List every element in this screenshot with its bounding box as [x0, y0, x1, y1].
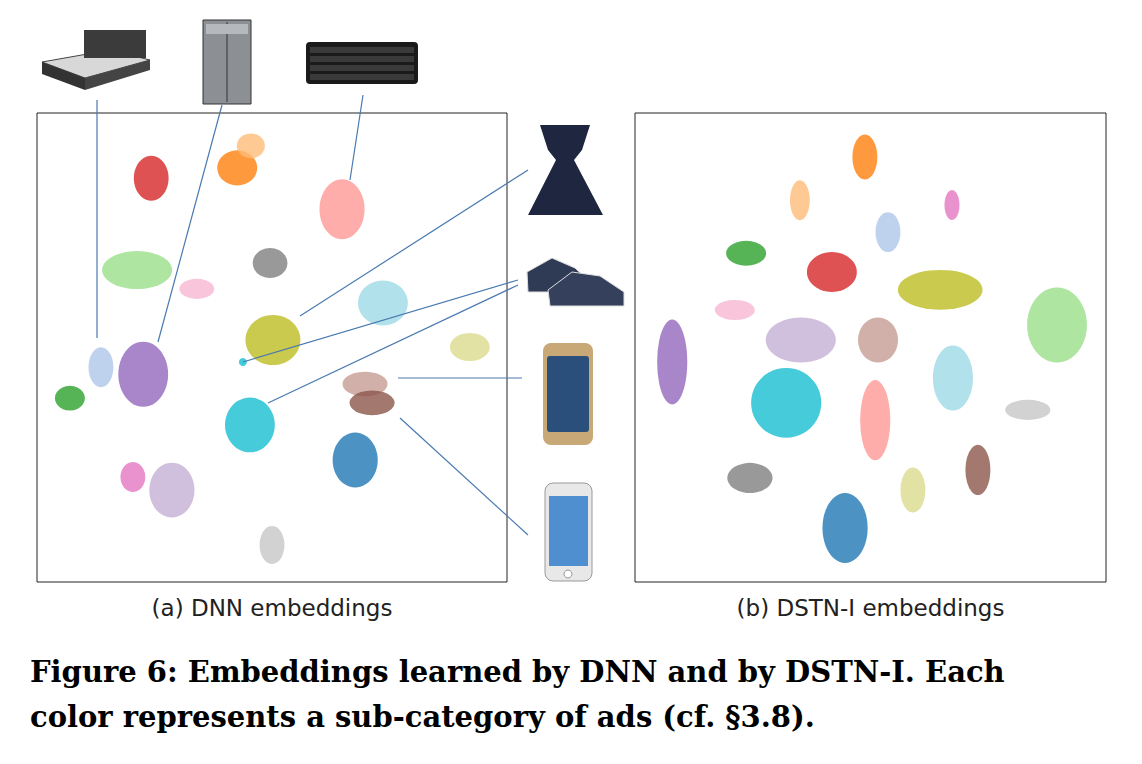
html-text:color represents a sub-categor: color represents a sub-category of ads (… [30, 700, 815, 734]
svg-text:(b) DSTN-I embeddings: (b) DSTN-I embeddings [737, 595, 1005, 621]
html-text:Figure 6: Embeddings learned b: Figure 6: Embeddings learned by DNN and … [30, 655, 1005, 689]
svg-text:(a) DNN embeddings: (a) DNN embeddings [152, 595, 393, 621]
